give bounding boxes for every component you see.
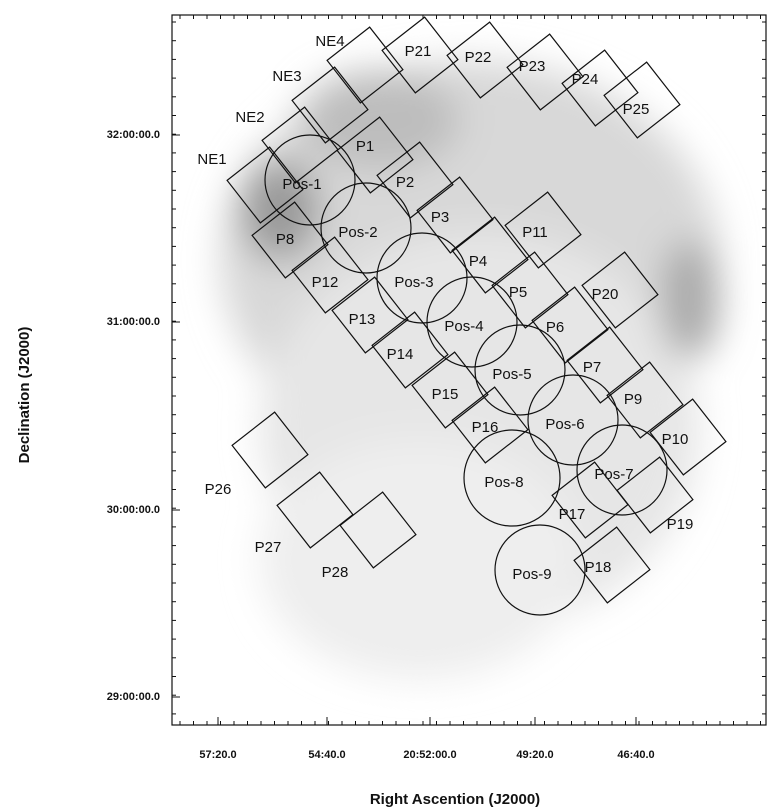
field-label: P8	[276, 231, 294, 248]
field-label: P14	[387, 346, 414, 363]
x-tick-label: 46:40.0	[617, 749, 654, 761]
field-label: P13	[349, 311, 376, 328]
field-label: P12	[312, 274, 339, 291]
field-label: NE1	[197, 151, 226, 168]
position-label: Pos-2	[338, 224, 377, 241]
field-label: P1	[356, 138, 374, 155]
field-label: P25	[623, 101, 650, 118]
y-tick-label: 30:00:00.0	[107, 504, 160, 516]
y-axis-title: Declination (J2000)	[16, 327, 33, 464]
position-label: Pos-8	[484, 474, 523, 491]
field-label: P28	[322, 564, 349, 581]
figure: Right Ascention (J2000) Declination (J20…	[0, 0, 767, 812]
field-label: NE4	[315, 33, 344, 50]
field-label: P15	[432, 386, 459, 403]
field-label: P2	[396, 174, 414, 191]
x-tick-label: 54:40.0	[308, 749, 345, 761]
field-label: P19	[667, 516, 694, 533]
field-label: P3	[431, 209, 449, 226]
field-label: P21	[405, 43, 432, 60]
x-axis-title: Right Ascention (J2000)	[370, 791, 540, 808]
field-label: P7	[583, 359, 601, 376]
y-tick-label: 32:00:00.0	[107, 129, 160, 141]
field-label: P20	[592, 286, 619, 303]
field-label: P24	[572, 71, 599, 88]
y-tick-label: 31:00:00.0	[107, 316, 160, 328]
field-label: P10	[662, 431, 689, 448]
field-label: P5	[509, 284, 527, 301]
position-label: Pos-3	[394, 274, 433, 291]
field-label: P11	[522, 224, 548, 241]
field-label: NE2	[235, 109, 264, 126]
position-label: Pos-9	[512, 566, 551, 583]
nebula-image	[220, 60, 720, 680]
x-tick-label: 57:20.0	[199, 749, 236, 761]
position-label: Pos-6	[545, 416, 584, 433]
field-label: P9	[624, 391, 642, 408]
field-label: P26	[205, 481, 232, 498]
position-label: Pos-5	[492, 366, 531, 383]
position-label: Pos-4	[444, 318, 483, 335]
x-tick-label: 20:52:00.0	[403, 749, 456, 761]
field-label: P6	[546, 319, 564, 336]
x-tick-label: 49:20.0	[516, 749, 553, 761]
position-label: Pos-1	[282, 176, 321, 193]
field-label: P4	[469, 253, 487, 270]
field-label: NE3	[272, 68, 301, 85]
field-label: P18	[585, 559, 612, 576]
field-label: P27	[255, 539, 282, 556]
field-label: P22	[465, 49, 492, 66]
field-label: P17	[559, 506, 586, 523]
position-label: Pos-7	[594, 466, 633, 483]
field-label: P23	[519, 58, 546, 75]
y-tick-label: 29:00:00.0	[107, 691, 160, 703]
